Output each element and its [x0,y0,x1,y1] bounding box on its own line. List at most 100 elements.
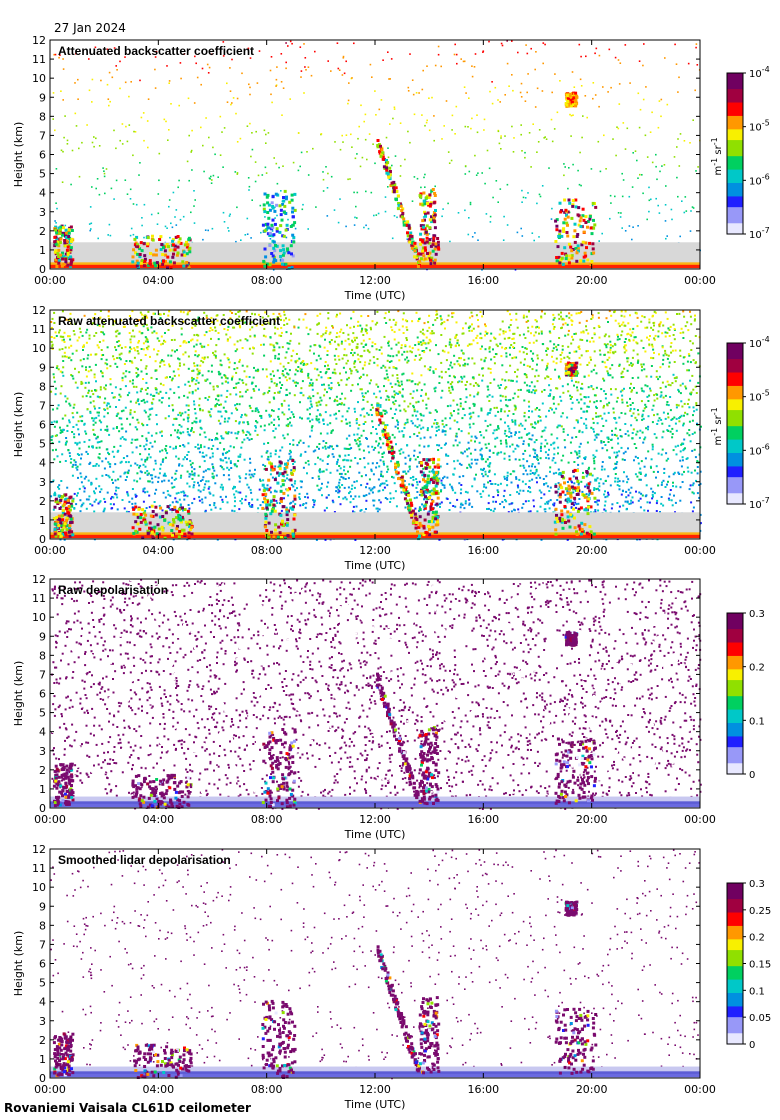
x-tick-label: 00:00 [684,544,716,557]
y-tick-label: 8 [39,649,46,662]
cloud-feature [554,1007,598,1075]
cloud-feature [133,1043,193,1079]
cloud-feature [418,996,441,1075]
x-tick-label: 00:00 [684,274,716,287]
x-axis-label: Time (UTC) [344,828,406,841]
cloud-feature [554,737,597,805]
colorbar-frame [726,342,744,505]
y-tick-label: 1 [39,244,46,257]
x-tick-label: 12:00 [359,274,391,287]
x-tick-label: 12:00 [359,1083,391,1096]
colorbar-tick-label: 0.3 [749,609,765,620]
y-tick-label: 7 [39,129,46,142]
colorbar-unit: m-1 sr-1 [710,407,724,445]
y-tick-label: 3 [39,1015,46,1028]
colorbar-tick-label: 0 [749,1040,755,1051]
y-tick-label: 8 [39,110,46,123]
x-tick-label: 20:00 [576,544,608,557]
colorbar-tick-label: 10-7 [749,226,770,241]
y-tick-label: 9 [39,91,46,104]
colorbar-tick-label: 0 [749,770,755,781]
cloud-feature [418,188,441,266]
x-tick-label: 00:00 [34,544,66,557]
x-tick-label: 04:00 [142,274,174,287]
colorbar-tick-label: 0.25 [749,906,771,917]
y-tick-label: 4 [39,457,46,470]
x-tick-label: 20:00 [576,274,608,287]
y-tick-label: 8 [39,380,46,393]
colorbar-tick-label: 0.2 [749,933,765,944]
x-tick-label: 08:00 [251,1083,283,1096]
colorbar-tick-label: 10-4 [749,335,770,350]
colorbar-tick-label: 0.2 [749,663,765,674]
y-tick-label: 12 [32,304,46,317]
cloud-feature [131,234,192,270]
y-tick-label: 5 [39,977,46,990]
cloud-feature [53,224,75,268]
cloud-feature [564,91,579,108]
y-tick-label: 6 [39,149,46,162]
x-tick-label: 08:00 [251,813,283,826]
y-tick-label: 7 [39,399,46,412]
y-tick-label: 2 [39,225,46,238]
y-axis-label: Height (km) [12,661,25,727]
colorbar: 0.3 0.2 0.1 0 [726,609,765,781]
y-tick-label: 4 [39,996,46,1009]
x-tick-label: 00:00 [684,813,716,826]
y-tick-label: 2 [39,1034,46,1047]
cloud-feature [261,728,297,809]
y-tick-label: 10 [32,881,46,894]
x-tick-label: 12:00 [359,544,391,557]
colorbar-frame [726,612,744,775]
cloud-feature [376,139,422,268]
x-axis-label: Time (UTC) [344,559,406,572]
x-tick-label: 16:00 [467,274,499,287]
cloud-feature [131,504,194,540]
y-tick-label: 12 [32,843,46,856]
cloud-feature [554,198,598,266]
colorbar-tick-label: 10-6 [749,442,770,457]
y-tick-label: 12 [32,573,46,586]
y-tick-label: 9 [39,630,46,643]
y-tick-label: 4 [39,187,46,200]
y-tick-label: 10 [32,611,46,624]
y-axis-label: Height (km) [12,122,25,188]
cloud-feature [418,726,441,806]
x-tick-label: 12:00 [359,813,391,826]
cloud-feature [375,672,420,800]
y-tick-label: 6 [39,958,46,971]
colorbar-tick-label: 0.15 [749,960,771,971]
x-tick-label: 00:00 [684,1083,716,1096]
colorbar-tick-label: 0.05 [749,1013,771,1024]
colorbar: 10-4 10-5 10-6 10-7 m-1 sr-1 [710,335,770,511]
cloud-feature [564,631,579,647]
y-tick-label: 7 [39,668,46,681]
cloud-feature [375,402,422,541]
colorbar-tick-label: 10-5 [749,119,770,134]
y-tick-label: 0 [39,263,46,276]
cloud-feature [52,1032,75,1078]
y-tick-label: 10 [32,342,46,355]
colorbar: 0.3 0.25 0.2 0.15 0.1 0.05 0 [726,879,771,1051]
y-tick-label: 5 [39,707,46,720]
panel-title: Raw attenuated backscatter coefficient [58,314,280,328]
cloud-feature [564,900,579,917]
y-tick-label: 3 [39,476,46,489]
y-tick-label: 3 [39,206,46,219]
y-tick-label: 5 [39,168,46,181]
colorbar-tick-label: 10-4 [749,65,770,80]
colorbar-tick-label: 10-5 [749,389,770,404]
x-tick-label: 20:00 [576,813,608,826]
x-tick-label: 04:00 [142,544,174,557]
y-tick-label: 9 [39,900,46,913]
colorbar-unit: m-1 sr-1 [710,137,724,175]
cloud-feature [418,457,441,537]
footer-station-label: Rovaniemi Vaisala CL61D ceilometer [4,1101,251,1115]
cloud-feature [564,361,579,377]
x-axis-label: Time (UTC) [344,1098,406,1111]
y-tick-label: 11 [32,592,46,605]
